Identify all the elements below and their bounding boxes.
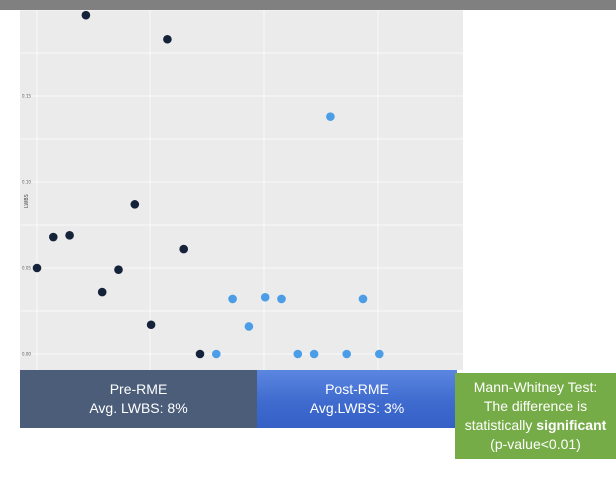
pre-rme-point [65, 231, 74, 240]
y-tick-labels: 0.00 0.05 0.10 0.15 [22, 94, 31, 357]
test-line-2: The difference is [483, 398, 588, 414]
pre-rme-point [163, 34, 172, 44]
pre-rme-point [32, 263, 42, 273]
post-rme-point [228, 294, 237, 304]
pre-rme-point [146, 320, 156, 330]
mann-whitney-test-box: Mann-Whitney Test: The difference is sta… [455, 373, 616, 459]
y-tick-label: 0.15 [22, 94, 31, 99]
scatter-plot-panel: 0.00 0.05 0.10 0.15 LWBS [20, 10, 463, 370]
post-rme-point [244, 322, 254, 331]
post-rme-point [309, 349, 319, 359]
y-tick-label: 0.10 [22, 180, 31, 185]
post-rme-point [342, 349, 352, 359]
test-significant-word: significant [536, 417, 607, 433]
pre-rme-point [97, 287, 107, 297]
pre-rme-title: Pre-RME [109, 381, 168, 397]
pre-rme-label-box: Pre-RME Avg. LWBS: 8% [20, 370, 257, 428]
y-axis-label: LWBS [24, 194, 30, 208]
post-rme-average: Avg.LWBS: 3% [309, 400, 405, 416]
grid-lines [20, 10, 463, 370]
post-rme-title: Post-RME [325, 381, 389, 397]
post-rme-point [260, 292, 270, 302]
scatter-plot: 0.00 0.05 0.10 0.15 LWBS [20, 10, 463, 370]
test-line-3-prefix: statistically [464, 417, 537, 433]
pre-rme-point [81, 10, 91, 20]
top-band [0, 0, 616, 10]
post-rme-point [277, 294, 286, 304]
pre-rme-point [49, 232, 58, 242]
post-rme-point [212, 349, 221, 359]
pre-rme-point [195, 349, 205, 359]
post-rme-point [326, 112, 335, 121]
post-rme-point [358, 294, 368, 304]
data-points [32, 10, 384, 359]
post-rme-point [293, 349, 303, 359]
pre-rme-point [114, 265, 123, 275]
post-rme-label-box: Post-RME Avg.LWBS: 3% [257, 370, 457, 428]
test-line-1: Mann-Whitney Test: [473, 379, 598, 395]
test-line-4: (p-value<0.01) [490, 436, 581, 452]
pre-rme-average: Avg. LWBS: 8% [89, 400, 188, 416]
test-line-3: statistically significant [455, 416, 616, 435]
y-tick-label: 0.00 [22, 352, 31, 357]
pre-rme-point [130, 200, 140, 209]
post-rme-point [375, 349, 384, 359]
y-tick-label: 0.05 [22, 266, 31, 271]
pre-rme-point [179, 244, 188, 254]
